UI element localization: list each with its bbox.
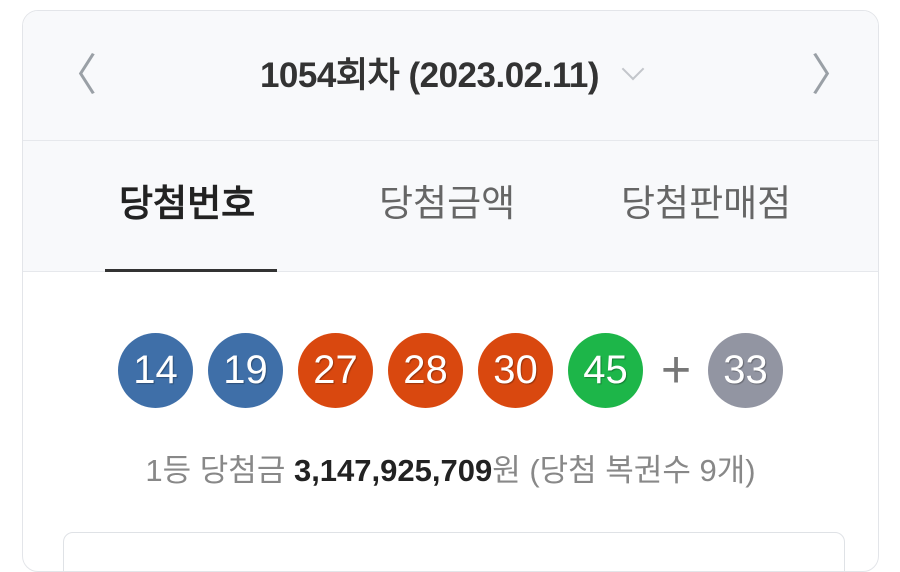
number-ball: 19 — [208, 333, 283, 408]
chevron-left-icon: 〈 — [53, 51, 97, 100]
round-selector[interactable]: 1054회차 (2023.02.11) — [23, 51, 878, 101]
plus-icon: + — [660, 341, 692, 399]
prize-winners: 원 (당첨 복권수 9개) — [492, 453, 756, 488]
detail-box — [63, 532, 845, 571]
number-ball: 27 — [298, 333, 373, 408]
prize-amount: 3,147,925,709 — [293, 453, 493, 488]
chevron-down-icon — [621, 57, 645, 81]
tab-bar: 당첨번호 당첨금액 당첨판매점 — [23, 141, 878, 272]
tab-prize-amount[interactable]: 당첨금액 — [379, 183, 516, 224]
next-round-button[interactable]: 〉 — [811, 51, 855, 101]
prize-label: 1등 당첨금 — [145, 453, 294, 488]
number-ball: 28 — [388, 333, 463, 408]
prev-round-button[interactable]: 〈 — [53, 51, 97, 101]
bonus-ball: 33 — [708, 333, 783, 408]
round-header: 〈 1054회차 (2023.02.11) 〉 — [23, 11, 878, 141]
tab-winning-numbers[interactable]: 당첨번호 — [119, 183, 256, 224]
tab-winning-stores[interactable]: 당첨판매점 — [621, 183, 792, 224]
chevron-right-icon: 〉 — [811, 51, 855, 100]
number-ball: 14 — [118, 333, 193, 408]
number-ball: 30 — [478, 333, 553, 408]
lotto-result-card: 〈 1054회차 (2023.02.11) 〉 당첨번호 당첨금액 당첨판매점 … — [22, 10, 879, 572]
number-ball: 45 — [568, 333, 643, 408]
active-tab-indicator — [105, 269, 277, 272]
first-prize-info: 1등 당첨금 3,147,925,709원 (당첨 복권수 9개) — [23, 449, 878, 493]
round-title: 1054회차 (2023.02.11) — [259, 56, 600, 95]
